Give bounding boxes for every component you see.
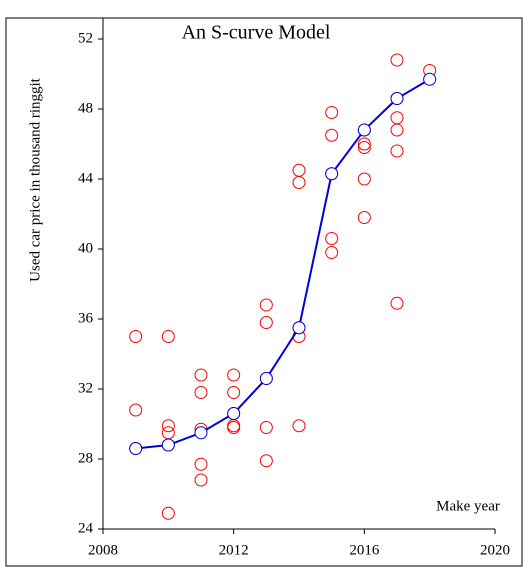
point	[325, 246, 339, 259]
point	[357, 211, 371, 224]
model-line	[135, 78, 431, 450]
point	[161, 419, 175, 433]
point	[357, 137, 371, 151]
point	[357, 172, 371, 186]
y-tick-label: 28	[78, 450, 93, 466]
x-tick-label: 2008	[88, 542, 118, 558]
y-tick-label: 52	[78, 30, 93, 46]
point	[259, 316, 273, 329]
point	[161, 330, 175, 343]
x-tick-label: 2016	[349, 542, 380, 558]
y-tick-label: 24	[78, 520, 94, 536]
point	[390, 53, 404, 67]
point	[292, 176, 306, 189]
point	[357, 141, 371, 154]
point	[227, 421, 241, 434]
point	[129, 442, 143, 455]
point	[194, 426, 208, 440]
point	[423, 72, 437, 86]
y-tick-label: 32	[78, 380, 93, 396]
x-tick-label: 2020	[480, 542, 510, 558]
point	[161, 438, 175, 452]
point	[194, 368, 208, 382]
point	[194, 457, 208, 471]
point	[259, 298, 273, 312]
point	[390, 111, 404, 125]
y-axis-label: Used car price in thousand ringgit	[27, 77, 43, 282]
point	[129, 403, 143, 417]
chart-frame	[5, 17, 523, 567]
y-tick-label: 44	[78, 170, 94, 186]
point	[259, 421, 273, 434]
chart-title: An S-curve Model	[182, 22, 331, 44]
x-tick-label: 2012	[219, 542, 249, 558]
point	[292, 163, 306, 177]
point	[390, 123, 404, 137]
point	[259, 372, 273, 385]
point	[227, 386, 241, 399]
point	[292, 321, 306, 335]
point	[325, 106, 339, 119]
point	[325, 232, 339, 245]
point	[194, 473, 208, 487]
point	[161, 426, 175, 440]
point	[390, 92, 404, 105]
x-axis-label: Make year	[436, 498, 500, 514]
point	[129, 330, 143, 343]
y-tick-label: 48	[78, 100, 93, 116]
point	[194, 386, 208, 399]
y-tick-label: 40	[78, 240, 93, 256]
point	[390, 296, 404, 310]
point	[292, 419, 306, 433]
point	[357, 123, 371, 137]
point	[259, 454, 273, 468]
point	[390, 144, 404, 158]
point	[325, 128, 339, 142]
point	[227, 368, 241, 382]
point	[161, 506, 175, 520]
point	[227, 407, 241, 420]
y-tick-label: 36	[78, 310, 94, 326]
point	[325, 167, 339, 181]
